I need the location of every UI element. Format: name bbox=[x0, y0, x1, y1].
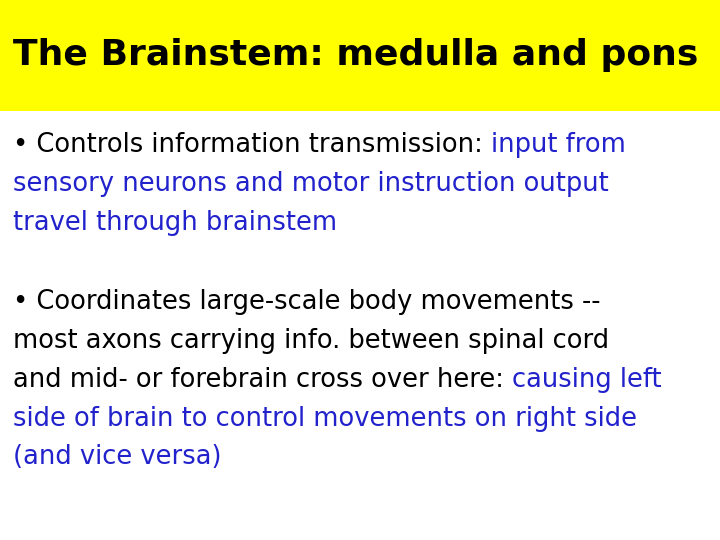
Text: sensory neurons and motor instruction output: sensory neurons and motor instruction ou… bbox=[13, 171, 608, 197]
Text: (and vice versa): (and vice versa) bbox=[13, 444, 222, 470]
Text: causing left: causing left bbox=[512, 367, 662, 393]
Text: input from: input from bbox=[491, 132, 626, 158]
Text: • Controls information transmission:: • Controls information transmission: bbox=[13, 132, 491, 158]
Text: The Brainstem: medulla and pons: The Brainstem: medulla and pons bbox=[13, 38, 698, 72]
Text: and mid- or forebrain cross over here:: and mid- or forebrain cross over here: bbox=[13, 367, 512, 393]
Bar bbox=[0, 0, 720, 111]
Text: most axons carrying info. between spinal cord: most axons carrying info. between spinal… bbox=[13, 328, 609, 354]
Text: • Coordinates large-scale body movements --: • Coordinates large-scale body movements… bbox=[13, 289, 600, 315]
Text: side of brain to control movements on right side: side of brain to control movements on ri… bbox=[13, 406, 637, 431]
Text: travel through brainstem: travel through brainstem bbox=[13, 210, 337, 236]
